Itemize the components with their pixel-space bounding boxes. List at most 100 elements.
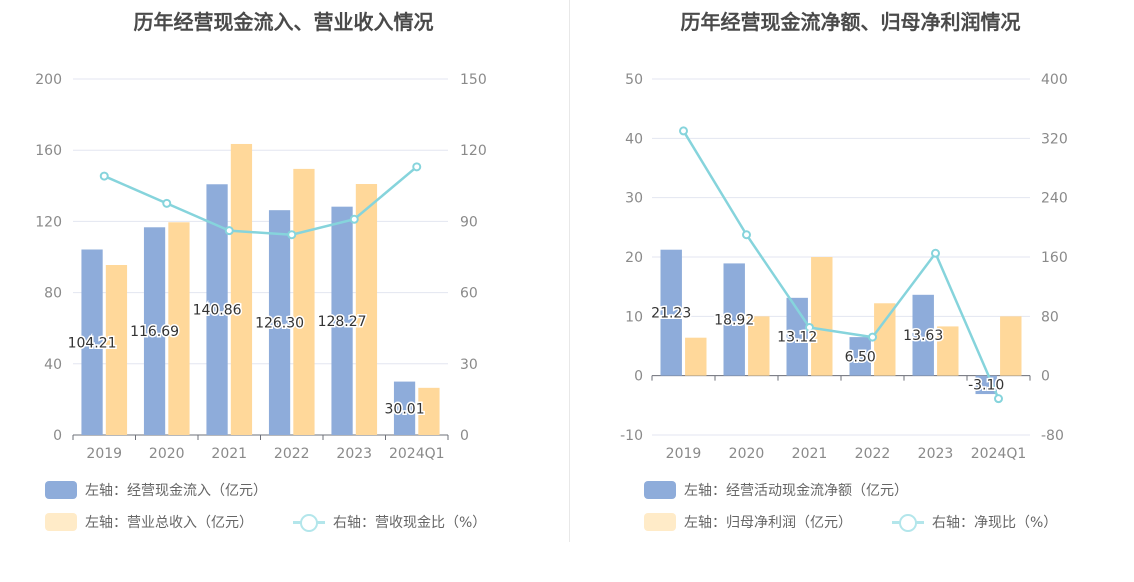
category-label: 2019 [666, 446, 702, 462]
line-point [349, 214, 359, 224]
bar [937, 326, 959, 376]
line-point [224, 226, 234, 236]
legend-item-revenue[interactable]: 左轴：营业总收入（亿元） [45, 512, 253, 532]
bar-data-label: 30.01 [385, 401, 425, 417]
bar [748, 316, 770, 376]
left-axis-tick-label: 80 [44, 286, 62, 302]
line-point [931, 248, 940, 258]
right-axis-tick-label: 0 [1041, 369, 1050, 385]
category-label: 2023 [336, 446, 372, 462]
left-axis-tick-label: 40 [625, 131, 643, 147]
line-point [868, 332, 877, 342]
bar [723, 263, 745, 376]
right-axis-tick-label: 320 [1041, 131, 1068, 147]
right-axis-tick-label: -80 [1041, 428, 1064, 444]
bar [105, 265, 128, 435]
chart-plot-area: -10 0 10 20 30 40 50 -80 0 80 160 240 320 400 2019 2020… [620, 72, 1068, 462]
legend-item-net-cash-flow[interactable]: 左轴：经营活动现金流净额（亿元） [644, 480, 908, 500]
bar [418, 387, 440, 435]
legend-swatch [644, 481, 676, 499]
bar-data-label: 128.27 [318, 314, 367, 330]
bar [912, 294, 934, 376]
chart-plot-area: 0 40 80 120 160 200 0 30 60 90 120 150 2019 2020 2021 2… [35, 72, 487, 462]
bar [849, 337, 871, 376]
legend-label: 右轴：净现比（%） [932, 515, 1058, 531]
chart-panel-net-cash-flow: 历年经营现金流净额、归母净利润情况 -10 0 10 20 30 40 50 -80 0 80 16… [567, 0, 1134, 582]
category-label: 2024Q1 [389, 446, 445, 462]
right-axis-tick-label: 90 [460, 214, 478, 230]
right-axis-tick-label: 150 [460, 72, 487, 88]
bar [685, 337, 707, 376]
left-axis-tick-label: 50 [625, 72, 643, 88]
legend-item-cash-inflow[interactable]: 左轴：经营现金流入（亿元） [45, 480, 267, 500]
legend-line-icon [293, 513, 325, 532]
bar-data-label: 116.69 [130, 324, 179, 340]
right-axis-tick-label: 120 [460, 143, 487, 159]
legend-label: 右轴：营收现金比（%） [333, 515, 487, 531]
left-axis-tick-label: 20 [625, 250, 643, 266]
line-point [805, 322, 814, 332]
chart-title: 历年经营现金流入、营业收入情况 [133, 10, 434, 34]
legend-item-net-cash-ratio[interactable]: 右轴：净现比（%） [892, 512, 1057, 532]
bar [1000, 316, 1022, 376]
bar [355, 184, 378, 435]
legend-label: 左轴：归母净利润（亿元） [684, 515, 852, 531]
right-axis-tick-label: 160 [1041, 250, 1068, 266]
panel-divider [569, 0, 570, 542]
left-axis-tick-label: 120 [35, 214, 62, 230]
chart-panel-cash-inflow: 历年经营现金流入、营业收入情况 0 40 80 120 160 200 0 30 60 90 120… [35, 10, 487, 532]
right-axis-tick-label: 60 [460, 286, 478, 302]
right-axis-tick-label: 240 [1041, 191, 1068, 207]
legend-label: 左轴：经营活动现金流净额（亿元） [684, 483, 908, 499]
right-axis-tick-label: 80 [1041, 309, 1059, 325]
left-axis-tick-label: 200 [35, 72, 62, 88]
category-label: 2022 [855, 446, 891, 462]
bar-data-label: 104.21 [68, 335, 117, 351]
bar-data-label: 6.50 [845, 349, 876, 365]
right-axis-tick-label: 30 [460, 357, 478, 373]
bar [811, 257, 833, 376]
line-point [994, 394, 1003, 404]
legend-label: 左轴：经营现金流入（亿元） [85, 483, 267, 499]
line-point [679, 126, 688, 136]
line-series [682, 130, 1000, 400]
category-label: 2020 [729, 446, 765, 462]
legend-item-net-profit[interactable]: 左轴：归母净利润（亿元） [644, 512, 852, 532]
category-label: 2024Q1 [971, 446, 1027, 462]
bar-data-label: 18.92 [714, 313, 754, 329]
category-label: 2021 [792, 446, 828, 462]
bar [206, 184, 228, 435]
bar [660, 249, 682, 376]
legend-item-cash-ratio[interactable]: 右轴：营收现金比（%） [293, 512, 486, 532]
bar [331, 206, 353, 435]
bar [81, 249, 103, 435]
chart-title: 历年经营现金流净额、归母净利润情况 [680, 10, 1021, 34]
bar [874, 303, 896, 376]
bar-data-label: 13.12 [777, 330, 817, 346]
line-point [99, 171, 109, 181]
left-axis-tick-label: 160 [35, 143, 62, 159]
bar-data-label: 140.86 [193, 303, 242, 319]
left-axis-tick-label: 0 [53, 428, 62, 444]
category-label: 2020 [149, 446, 185, 462]
right-axis-tick-label: 0 [460, 428, 469, 444]
left-axis-tick-label: 0 [634, 369, 643, 385]
bar-data-label: 13.63 [903, 328, 943, 344]
line-series [103, 165, 418, 236]
bar [393, 381, 416, 435]
bar-data-label: 126.30 [255, 316, 304, 332]
bar [230, 143, 253, 435]
bar [268, 210, 291, 435]
category-label: 2021 [211, 446, 247, 462]
legend-label: 左轴：营业总收入（亿元） [85, 515, 253, 531]
category-label: 2023 [918, 446, 954, 462]
category-label: 2019 [86, 446, 122, 462]
legend-swatch [45, 513, 77, 531]
legend-line-icon [892, 513, 924, 532]
legend-swatch [644, 513, 676, 531]
left-axis-tick-label: 10 [625, 309, 643, 325]
line-point [412, 162, 422, 172]
bar-data-label: -3.10 [968, 378, 1004, 394]
bar-data-label: 21.23 [651, 306, 691, 322]
right-axis-tick-label: 400 [1041, 72, 1068, 88]
